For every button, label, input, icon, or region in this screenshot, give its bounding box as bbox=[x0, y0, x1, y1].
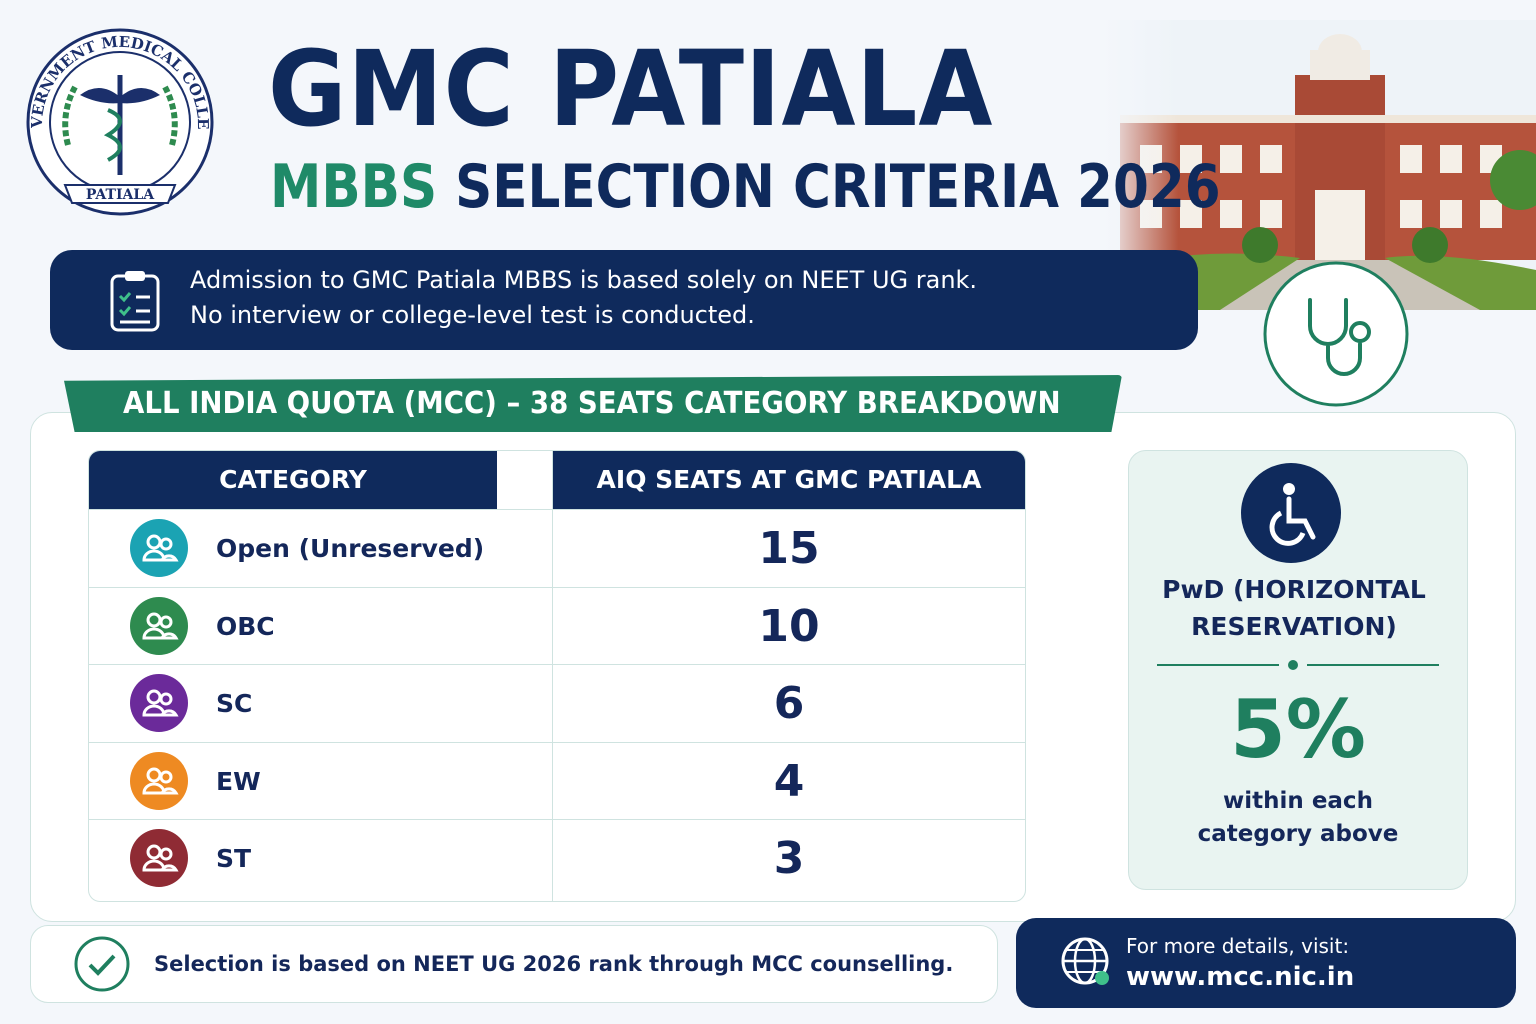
footer-note: Selection is based on NEET UG 2026 rank … bbox=[30, 925, 998, 1003]
category-label: OBC bbox=[216, 611, 275, 641]
details-url: www.mcc.nic.in bbox=[1126, 962, 1355, 992]
logo-ribbon-text: PATIALA bbox=[86, 187, 155, 203]
details-label: For more details, visit: bbox=[1126, 934, 1350, 958]
info-banner: Admission to GMC Patiala MBBS is based s… bbox=[50, 250, 1198, 350]
footer-note-text: Selection is based on NEET UG 2026 rank … bbox=[154, 952, 954, 976]
subtitle: MBBS SELECTION CRITERIA 2026 bbox=[270, 152, 1221, 222]
subtitle-text: SELECTION CRITERIA 2026 bbox=[455, 152, 1221, 222]
category-label: ST bbox=[216, 844, 252, 873]
details-box: For more details, visit: www.mcc.nic.in bbox=[1016, 918, 1516, 1008]
category-label: EW bbox=[216, 766, 261, 796]
seat-count: 10 bbox=[758, 600, 820, 652]
column-divider bbox=[552, 451, 553, 901]
section-title: ALL INDIA QUOTA (MCC) – 38 SEATS CATEGOR… bbox=[123, 386, 1061, 421]
pwd-note: within each category above bbox=[1197, 788, 1399, 847]
info-line: No interview or college-level test is co… bbox=[190, 301, 755, 329]
seat-count: 4 bbox=[773, 755, 805, 807]
seat-count: 6 bbox=[773, 678, 805, 729]
table-header: AIQ SEATS AT GMC PATIALA bbox=[553, 451, 1025, 509]
logo-wings bbox=[80, 87, 160, 104]
wheelchair-icon bbox=[1241, 463, 1341, 563]
logo-laurel bbox=[62, 85, 78, 146]
category-label: SC bbox=[216, 689, 253, 718]
table-row: SC 6 bbox=[89, 664, 1025, 742]
seat-table: CATEGORY AIQ SEATS AT GMC PATIALA Open (… bbox=[88, 450, 1026, 902]
seat-count: 15 bbox=[758, 523, 820, 574]
subtitle-highlight: MBBS bbox=[270, 152, 438, 222]
stethoscope-badge bbox=[1263, 261, 1409, 407]
clipboard-icon bbox=[110, 271, 160, 332]
globe-icon bbox=[1061, 937, 1109, 985]
divider bbox=[1157, 660, 1439, 670]
logo-ribbon bbox=[63, 184, 177, 204]
category-icon bbox=[130, 674, 188, 732]
category-icon bbox=[130, 751, 188, 810]
pwd-card: PwD (HORIZONTAL RESERVATION) 5% within e… bbox=[1128, 450, 1468, 890]
section-ribbon: ALL INDIA QUOTA (MCC) – 38 SEATS CATEGOR… bbox=[64, 375, 1122, 432]
table-row: OBC 10 bbox=[89, 586, 1025, 665]
info-line: Admission to GMC Patiala MBBS is based s… bbox=[190, 266, 978, 294]
table-row: EW 4 bbox=[89, 741, 1025, 820]
logo-laurel bbox=[162, 85, 178, 146]
table-row: Open (Unreserved) 15 bbox=[89, 509, 1025, 587]
logo-snake bbox=[103, 108, 122, 162]
pwd-percent: 5% bbox=[1230, 683, 1366, 776]
pwd-title: PwD (HORIZONTAL RESERVATION) bbox=[1162, 575, 1426, 641]
college-logo: GOVERNMENT MEDICAL COLLEGE PATIALA bbox=[20, 25, 214, 216]
category-icon bbox=[130, 829, 188, 887]
table-header: CATEGORY bbox=[89, 451, 497, 509]
building-image bbox=[1100, 20, 1536, 310]
category-label: Open (Unreserved) bbox=[216, 534, 485, 563]
table-row: ST 3 bbox=[89, 819, 1025, 897]
check-icon bbox=[74, 936, 130, 992]
seat-count: 3 bbox=[773, 833, 805, 884]
category-icon bbox=[130, 596, 188, 655]
category-icon bbox=[130, 519, 188, 577]
title: GMC PATIALA bbox=[268, 28, 994, 150]
